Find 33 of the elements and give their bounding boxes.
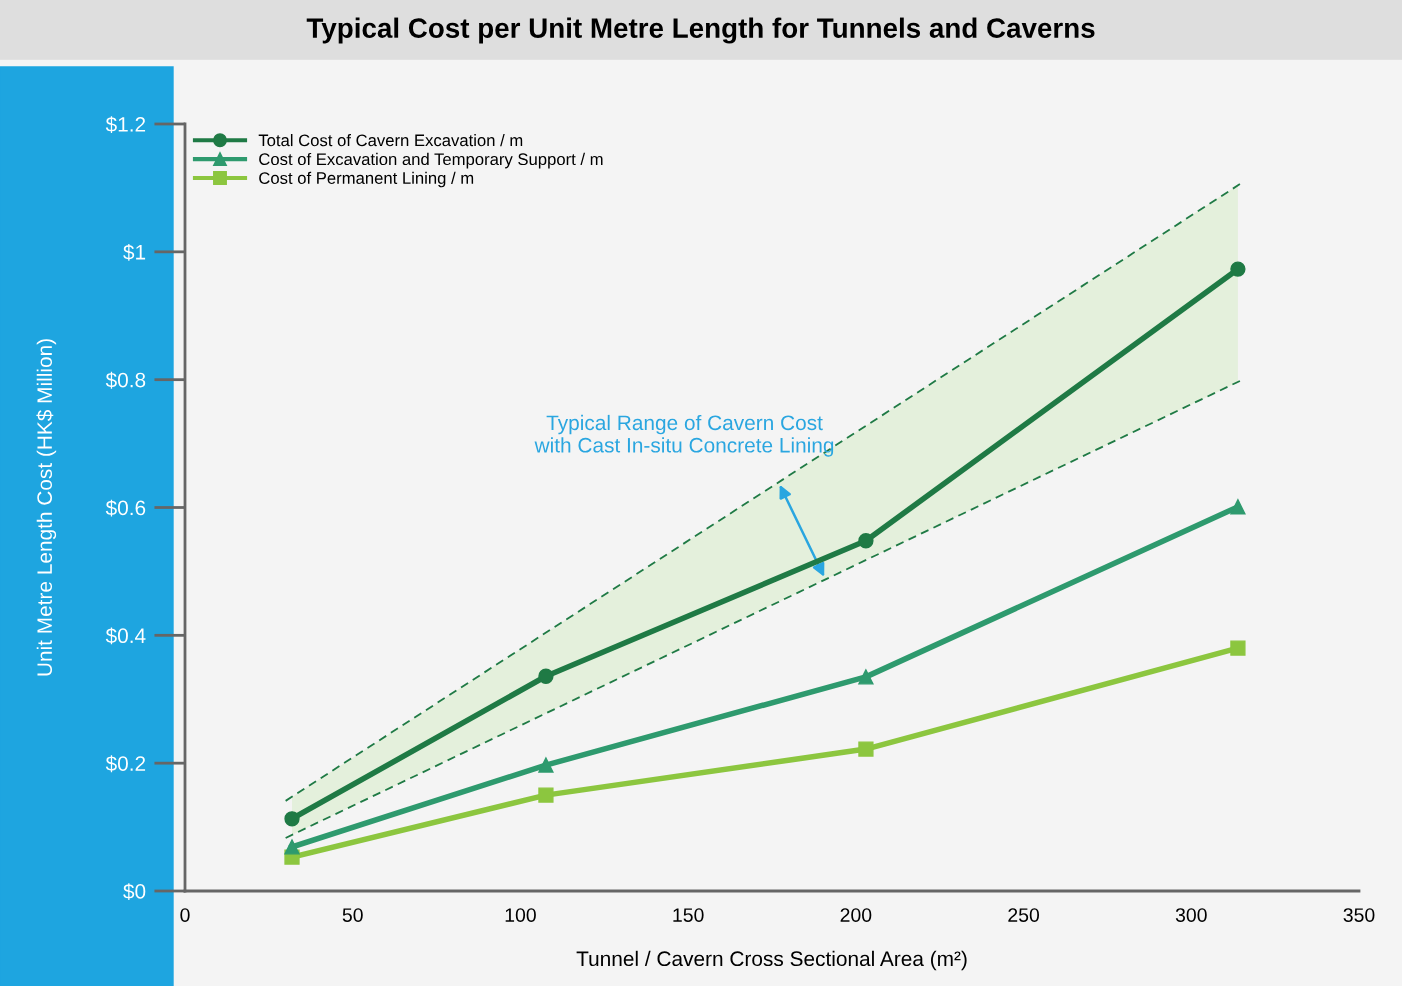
y-tick-label: $1.2: [105, 116, 146, 133]
point: [1230, 640, 1246, 656]
legend-label: Cost of Excavation and Temporary Support / m: [259, 152, 603, 169]
point: [538, 668, 554, 684]
y-tick-label: $0.8: [105, 371, 146, 389]
x-tick-label: 300: [1175, 908, 1207, 922]
point: [1230, 261, 1246, 277]
y-tick-label: $0: [123, 883, 146, 900]
point: [284, 839, 300, 855]
point: [284, 811, 300, 827]
x-tick-label: 200: [840, 908, 872, 922]
point: [858, 741, 874, 757]
y-tick-label: $1: [123, 243, 146, 261]
x-tick-label: 50: [342, 908, 363, 922]
x-tick-label: 100: [505, 908, 536, 922]
y-tick-label: $0.6: [105, 499, 146, 517]
legend-label: Total Cost of Cavern Excavation / m: [258, 134, 523, 147]
point: [858, 533, 874, 549]
x-tick-label: 250: [1008, 908, 1040, 922]
chart-title: Typical Cost per Unit Metre Length for Tunnels and Caverns: [306, 17, 1095, 44]
point: [538, 757, 554, 773]
y-axis-title: Unit Metre Length Cost (HK$ Million): [36, 339, 57, 676]
x-axis-title: Tunnel / Cavern Cross Sectional Area (m²): [576, 950, 967, 971]
point: [1230, 499, 1246, 515]
y-tick-label: $0.2: [105, 755, 146, 773]
x-tick-label: 350: [1343, 908, 1375, 922]
annotation: Typical Range of Cavern Cost with Cast In-situ Concrete Lining: [534, 414, 834, 457]
x-tick-label: 0: [180, 908, 190, 922]
point: [538, 787, 554, 803]
x-tick-label: 150: [673, 908, 704, 922]
y-tick-label: $0.4: [105, 627, 146, 645]
point: [858, 669, 874, 685]
legend-label: Cost of Permanent Lining / m: [259, 171, 474, 188]
